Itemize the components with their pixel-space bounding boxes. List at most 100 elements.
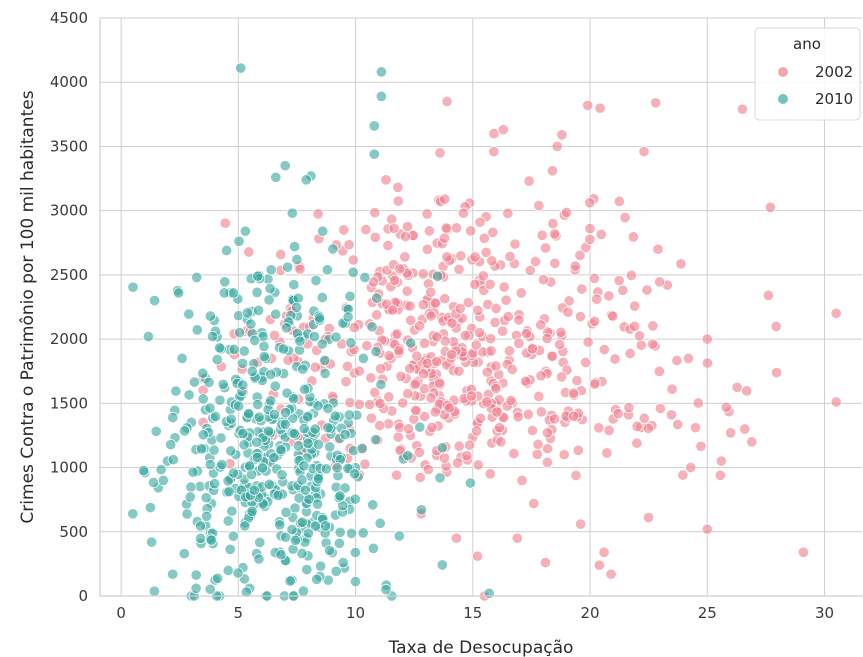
point-2002: [625, 269, 637, 281]
point-2010: [197, 393, 209, 405]
point-2010: [375, 90, 387, 102]
point-2002: [584, 233, 596, 245]
point-2010: [138, 465, 150, 477]
point-2010: [309, 423, 321, 435]
point-2010: [374, 517, 386, 529]
point-2010: [339, 429, 351, 441]
point-2002: [411, 350, 423, 362]
point-2002: [549, 257, 561, 269]
point-2010: [209, 410, 222, 423]
point-2002: [446, 317, 458, 329]
point-2002: [764, 201, 776, 213]
point-2002: [549, 228, 561, 240]
point-2010: [237, 379, 249, 391]
point-2002: [568, 410, 580, 422]
point-2002: [452, 457, 464, 469]
point-2010: [298, 460, 310, 472]
point-2010: [301, 564, 313, 576]
point-2010: [322, 402, 334, 415]
point-2002: [490, 383, 502, 395]
y-axis-label: Crimes Contra o Patrimônio por 100 mil h…: [18, 90, 38, 523]
point-2002: [739, 423, 751, 435]
point-2010: [262, 425, 275, 437]
point-2010: [357, 527, 369, 539]
point-2010: [176, 352, 188, 364]
point-2010: [184, 491, 196, 503]
point-2010: [414, 421, 426, 433]
point-2010: [286, 524, 298, 536]
point-2010: [299, 484, 311, 496]
point-2010: [322, 422, 334, 434]
point-2002: [431, 356, 443, 368]
point-2002: [393, 345, 405, 357]
point-2010: [167, 454, 179, 466]
point-2010: [339, 482, 351, 494]
point-2010: [319, 367, 331, 379]
point-2010: [225, 413, 237, 425]
point-2002: [541, 427, 554, 439]
point-2002: [268, 329, 281, 341]
point-2002: [374, 398, 386, 410]
point-2002: [382, 239, 394, 252]
point-2002: [395, 370, 407, 382]
point-2002: [551, 140, 563, 152]
point-2010: [204, 583, 216, 595]
point-2002: [603, 424, 615, 436]
point-2002: [666, 383, 678, 395]
point-2002: [701, 523, 713, 535]
point-2010: [252, 270, 264, 282]
point-2002: [497, 325, 509, 337]
point-2002: [714, 469, 726, 481]
point-2010: [144, 502, 156, 514]
point-2002: [410, 404, 422, 416]
point-2010: [217, 378, 229, 390]
point-2002: [455, 250, 467, 262]
point-2010: [222, 515, 234, 527]
point-2002: [511, 532, 523, 544]
point-2010: [191, 324, 203, 336]
point-2002: [433, 377, 446, 389]
point-2010: [179, 425, 191, 437]
point-2002: [642, 422, 654, 434]
point-2010: [294, 335, 306, 347]
point-2002: [526, 424, 539, 437]
point-2002: [353, 365, 365, 377]
point-2002: [677, 469, 689, 481]
point-2002: [556, 371, 568, 383]
point-2002: [359, 458, 371, 470]
point-2010: [334, 490, 346, 502]
point-2002: [472, 459, 484, 471]
point-2002: [481, 366, 493, 378]
point-2002: [462, 297, 474, 309]
point-2010: [436, 442, 448, 454]
point-2010: [280, 506, 292, 518]
point-2010: [216, 459, 228, 471]
point-2002: [388, 222, 400, 234]
point-2010: [288, 428, 300, 440]
point-2002: [631, 420, 643, 432]
point-2002: [624, 347, 636, 360]
point-2010: [188, 376, 201, 388]
point-2002: [439, 293, 451, 305]
point-2002: [598, 344, 610, 356]
point-2010: [206, 330, 219, 343]
point-2002: [459, 329, 471, 342]
point-2010: [212, 572, 224, 584]
point-2002: [500, 294, 512, 306]
point-2010: [149, 295, 161, 307]
point-2002: [537, 274, 549, 286]
point-2010: [246, 505, 258, 517]
point-2010: [224, 543, 236, 555]
point-2010: [415, 504, 427, 516]
point-2002: [609, 353, 621, 365]
point-2010: [170, 385, 182, 397]
point-2010: [368, 148, 380, 160]
point-2002: [797, 546, 809, 558]
point-2002: [438, 452, 451, 464]
point-2010: [280, 322, 293, 334]
point-2010: [349, 468, 361, 480]
point-2002: [417, 268, 429, 280]
point-2010: [324, 544, 336, 557]
point-2002: [493, 422, 506, 434]
point-2002: [508, 447, 520, 460]
